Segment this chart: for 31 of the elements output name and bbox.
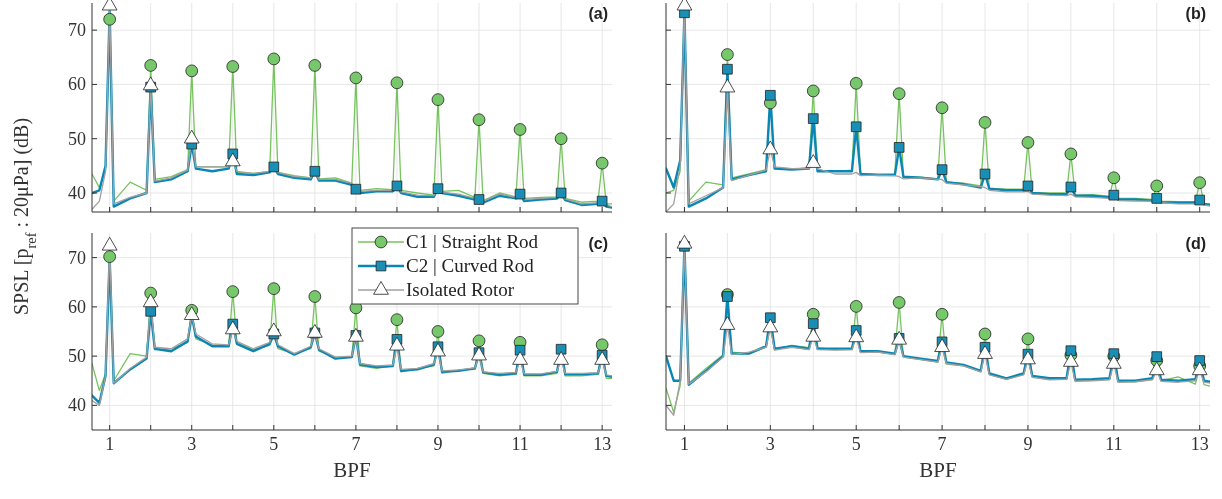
x-tick-label: 9 (1023, 434, 1033, 454)
x-tick-label: 7 (937, 434, 947, 454)
x-tick-label: 9 (433, 434, 443, 454)
y-tick-label: 50 (68, 128, 86, 149)
y-tick-label: 40 (68, 183, 86, 203)
y-tick-label: 50 (68, 346, 86, 367)
x-tick-label: 5 (269, 434, 279, 454)
x-tick-label: 11 (1105, 434, 1123, 454)
y-tick-label: 70 (68, 247, 86, 268)
y-tick-label: 70 (68, 20, 86, 41)
x-tick-label: 5 (851, 434, 861, 454)
x-tick-label: 3 (765, 434, 775, 454)
y-tick-label: 60 (68, 74, 86, 95)
legend-label: C2 | Curved Rod (406, 255, 535, 276)
x-tick-label: 1 (679, 434, 689, 454)
legend-label: Isolated Rotor (406, 279, 515, 300)
legend-label: C1 | Straight Rod (406, 231, 539, 252)
x-tick-label: 3 (187, 434, 197, 454)
x-tick-label: 11 (511, 434, 529, 454)
annotation: (b) (1185, 5, 1206, 22)
annotation: (c) (588, 235, 608, 252)
x-tick-label: 13 (593, 434, 612, 454)
y-tick-label: 40 (68, 395, 86, 416)
annotation: (d) (1185, 235, 1206, 252)
annotation: (a) (588, 5, 608, 22)
x-tick-label: 7 (351, 434, 361, 454)
y-tick-label: 60 (68, 296, 86, 317)
x-axis-title: BPF (919, 458, 957, 482)
x-tick-label: 13 (1190, 434, 1209, 454)
x-tick-label: 1 (105, 434, 115, 454)
x-axis-title: BPF (333, 458, 371, 482)
